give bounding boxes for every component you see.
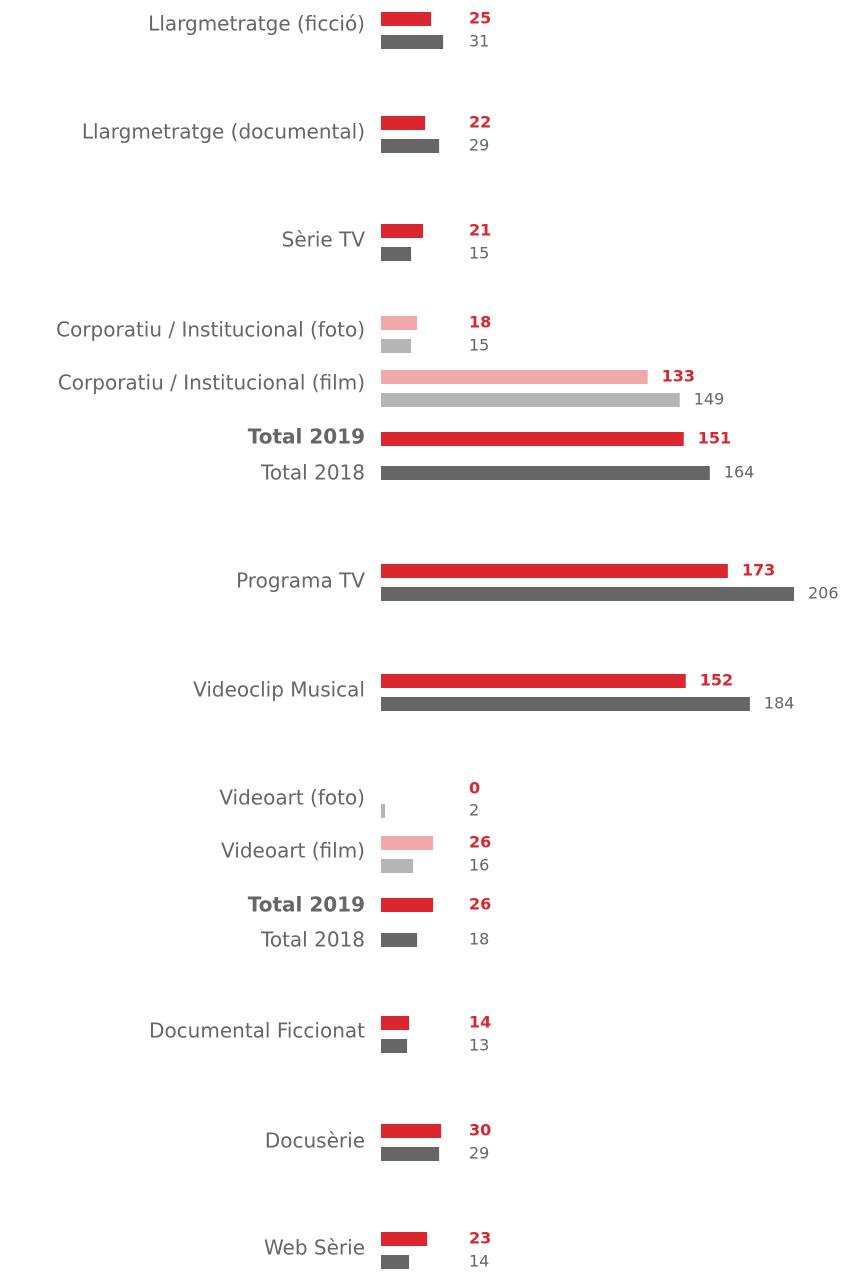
bar [381,224,424,238]
bar [381,933,418,947]
value-label: 29 [469,136,489,155]
bar [381,587,794,601]
row-label: Docusèrie [265,1129,365,1153]
row-label: Documental Ficcionat [149,1019,365,1043]
value-label: 18 [469,930,489,949]
bar [381,339,412,353]
row-label: Programa TV [236,569,365,593]
row-label: Web Sèrie [264,1236,365,1260]
row-label: Videoart (foto) [219,786,365,810]
value-label: 30 [469,1121,491,1140]
bar [381,370,648,384]
row-label: Total 2019 [248,893,365,917]
value-label: 26 [469,895,491,914]
bar [381,139,440,153]
value-label: 14 [469,1252,489,1271]
value-label: 0 [469,779,480,798]
bar [381,804,386,818]
bar [381,1039,408,1053]
value-label: 206 [808,584,839,603]
value-label: 31 [469,32,489,51]
bar [381,466,710,480]
bar [381,116,426,130]
row-label: Sèrie TV [282,228,366,252]
row-label: Llargmetratge (documental) [82,120,365,144]
value-label: 21 [469,221,491,240]
value-label: 149 [694,390,725,409]
bar [381,1255,410,1269]
row-label: Total 2018 [260,928,365,952]
bar [381,316,418,330]
bar [381,836,434,850]
value-label: 173 [742,561,775,580]
bar [381,1147,440,1161]
row-label: Corporatiu / Institucional (foto) [56,318,365,342]
bar [381,898,434,912]
value-label: 23 [469,1229,491,1248]
bar [381,35,444,49]
value-label: 152 [700,671,733,690]
value-label: 15 [469,244,489,263]
bar [381,697,750,711]
value-label: 26 [469,833,491,852]
value-label: 16 [469,856,489,875]
row-label: Corporatiu / Institucional (film) [58,371,365,395]
value-label: 184 [764,694,795,713]
value-label: 25 [469,9,491,28]
value-label: 22 [469,113,491,132]
value-label: 151 [698,429,731,448]
bar [381,1232,428,1246]
row-label: Total 2018 [260,461,365,485]
value-label: 15 [469,336,489,355]
row-label: Videoclip Musical [193,678,365,702]
value-label: 2 [469,801,479,820]
row-label: Llargmetratge (ficció) [148,12,365,36]
row-label: Videoart (film) [221,839,365,863]
bar [381,859,414,873]
bar [381,247,412,261]
bar [381,564,728,578]
bar [381,393,680,407]
bar [381,12,432,26]
bar [381,1124,442,1138]
value-label: 164 [724,463,755,482]
bar [381,1016,410,1030]
value-label: 29 [469,1144,489,1163]
value-label: 13 [469,1036,489,1055]
value-label: 133 [662,367,695,386]
row-label: Total 2019 [248,425,365,449]
value-label: 18 [469,313,491,332]
value-label: 14 [469,1013,491,1032]
bar [381,432,684,446]
bar [381,674,686,688]
